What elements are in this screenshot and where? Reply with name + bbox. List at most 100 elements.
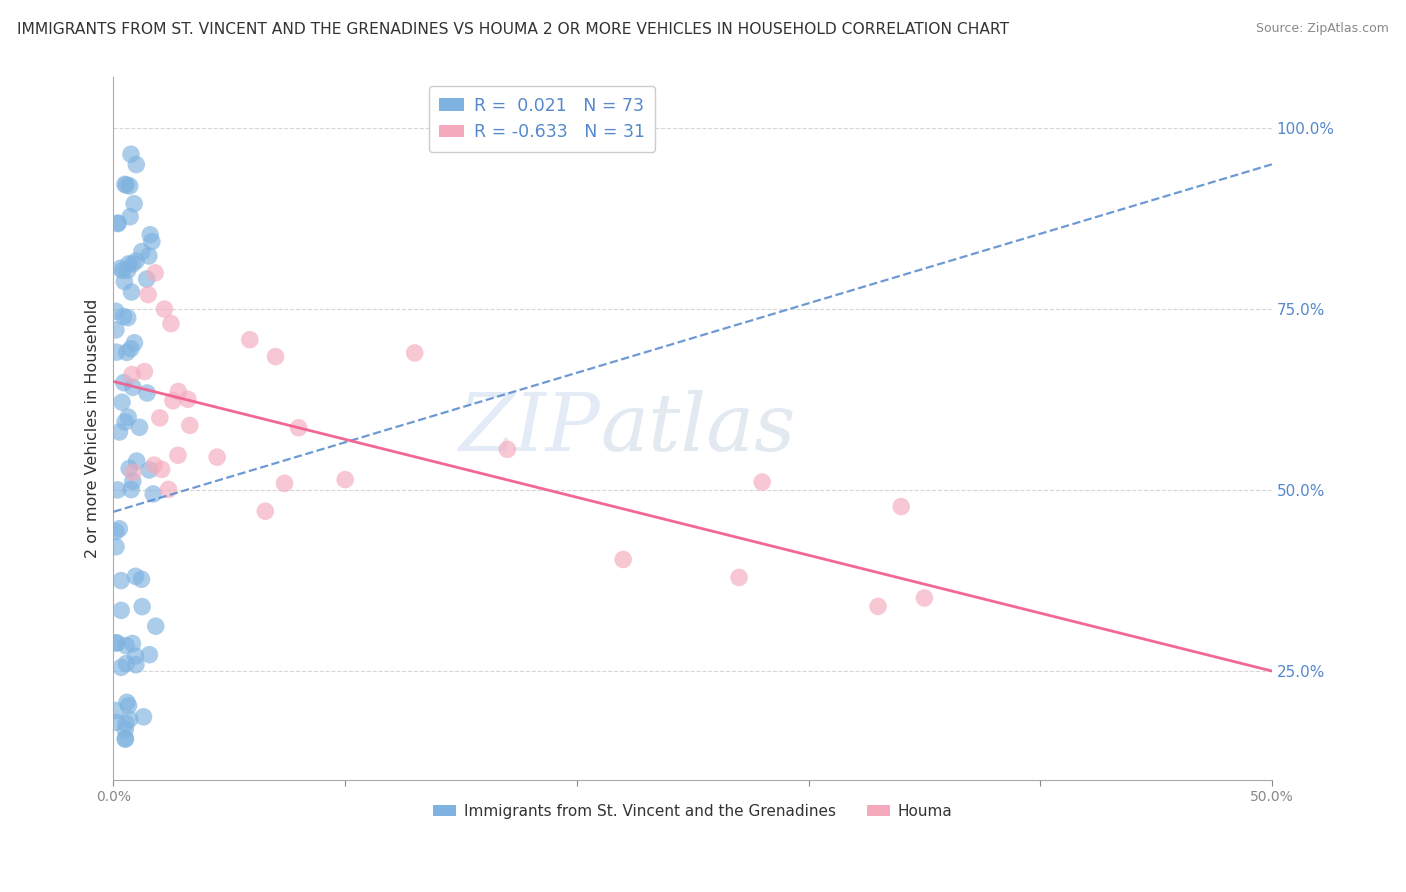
Point: [114, 732, 136, 747]
Point: [112, 376, 135, 390]
Point: [866, 599, 889, 614]
Point: [254, 504, 277, 518]
Point: [122, 380, 145, 394]
Point: [335, 473, 357, 487]
Point: [104, 636, 127, 650]
Point: [125, 454, 148, 468]
Text: ZIP: ZIP: [458, 390, 600, 467]
Point: [149, 410, 172, 425]
Point: [117, 263, 139, 277]
Point: [112, 275, 135, 289]
Point: [104, 524, 127, 539]
Point: [104, 304, 127, 318]
Point: [160, 317, 183, 331]
Point: [153, 302, 176, 317]
Point: [134, 365, 156, 379]
Point: [105, 540, 128, 554]
Point: [131, 572, 153, 586]
Point: [131, 599, 153, 614]
Point: [239, 333, 262, 347]
Y-axis label: 2 or more Vehicles in Household: 2 or more Vehicles in Household: [86, 299, 100, 558]
Legend: Immigrants from St. Vincent and the Grenadines, Houma: Immigrants from St. Vincent and the Gren…: [427, 797, 957, 824]
Text: atlas: atlas: [600, 390, 796, 467]
Point: [141, 235, 163, 249]
Point: [120, 210, 142, 224]
Point: [120, 147, 142, 161]
Point: [114, 723, 136, 737]
Point: [264, 350, 287, 364]
Point: [120, 483, 142, 497]
Point: [287, 421, 309, 435]
Text: Source: ZipAtlas.com: Source: ZipAtlas.com: [1256, 22, 1389, 36]
Point: [136, 287, 159, 301]
Point: [125, 657, 148, 672]
Point: [150, 462, 173, 476]
Point: [117, 310, 139, 325]
Point: [124, 649, 146, 664]
Point: [125, 158, 148, 172]
Point: [110, 603, 132, 617]
Point: [121, 368, 143, 382]
Point: [120, 342, 142, 356]
Point: [117, 410, 139, 425]
Point: [121, 257, 143, 271]
Point: [107, 217, 129, 231]
Point: [105, 345, 128, 359]
Text: IMMIGRANTS FROM ST. VINCENT AND THE GRENADINES VS HOUMA 2 OR MORE VEHICLES IN HO: IMMIGRANTS FROM ST. VINCENT AND THE GREN…: [17, 22, 1010, 37]
Point: [115, 657, 138, 671]
Point: [112, 310, 135, 324]
Point: [145, 619, 167, 633]
Point: [142, 487, 165, 501]
Point: [121, 636, 143, 650]
Point: [139, 227, 162, 242]
Point: [912, 591, 935, 605]
Point: [167, 384, 190, 399]
Point: [118, 712, 141, 726]
Point: [107, 216, 129, 230]
Point: [115, 178, 138, 192]
Point: [118, 461, 141, 475]
Point: [138, 249, 160, 263]
Point: [118, 178, 141, 193]
Point: [728, 570, 751, 584]
Point: [111, 263, 134, 277]
Point: [114, 731, 136, 746]
Point: [115, 716, 138, 731]
Point: [110, 261, 132, 276]
Point: [136, 386, 159, 401]
Point: [115, 345, 138, 359]
Point: [107, 483, 129, 497]
Point: [177, 392, 200, 407]
Point: [131, 244, 153, 259]
Point: [162, 393, 184, 408]
Point: [111, 395, 134, 409]
Point: [114, 178, 136, 192]
Point: [179, 418, 201, 433]
Point: [108, 522, 131, 536]
Point: [122, 465, 145, 479]
Point: [143, 266, 166, 280]
Point: [496, 442, 519, 457]
Point: [128, 420, 150, 434]
Point: [890, 500, 912, 514]
Point: [115, 695, 138, 709]
Point: [104, 323, 127, 337]
Point: [121, 475, 143, 489]
Point: [273, 476, 295, 491]
Point: [110, 574, 132, 588]
Point: [138, 463, 160, 477]
Point: [104, 715, 127, 730]
Point: [124, 569, 146, 583]
Point: [751, 475, 773, 489]
Point: [167, 448, 190, 462]
Point: [205, 450, 228, 465]
Point: [612, 552, 634, 566]
Point: [143, 458, 166, 472]
Point: [117, 698, 139, 713]
Point: [104, 703, 127, 717]
Point: [108, 425, 131, 439]
Point: [124, 335, 146, 350]
Point: [157, 483, 180, 497]
Point: [105, 636, 128, 650]
Point: [122, 196, 145, 211]
